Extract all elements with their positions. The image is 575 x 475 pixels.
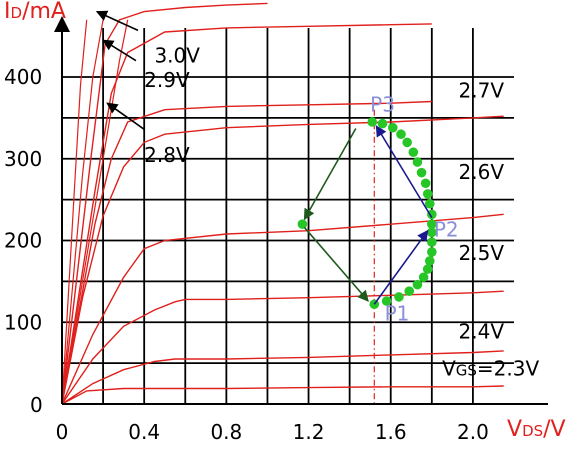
vgs-curve	[61, 23, 432, 405]
vgs-curve	[61, 115, 504, 405]
y-tick-label: 200	[4, 229, 42, 253]
y-tick-label: 400	[4, 65, 42, 89]
vgs-curve	[61, 385, 504, 405]
load-point	[408, 147, 419, 158]
curve-label: 3.0V	[154, 43, 200, 67]
extra-curve	[61, 19, 129, 405]
load-point	[427, 209, 437, 220]
load-point	[381, 296, 392, 306]
load-point	[427, 237, 437, 247]
y-tick-label: 0	[30, 393, 43, 417]
curve-label: 2.6V	[459, 160, 505, 184]
load-point	[424, 198, 435, 209]
vgs-curves	[61, 2, 504, 405]
load-point	[394, 292, 404, 302]
load-point	[412, 279, 423, 290]
curve-label: 2.9V	[144, 68, 190, 92]
extra-curves	[61, 19, 129, 405]
curve-label: VGS=2.3V	[442, 356, 539, 380]
y-axis-title: ID/mA	[4, 0, 66, 24]
arrow	[373, 229, 429, 305]
load-point	[396, 129, 406, 140]
y-tick-label: 300	[4, 147, 42, 171]
curve-label: 2.8V	[144, 143, 190, 167]
vgs-curve	[61, 290, 504, 405]
point-labels: P1 P2 P3	[370, 92, 458, 325]
extra-curve	[61, 19, 104, 405]
x-tick-label: 1.2	[293, 420, 325, 444]
arrow	[95, 10, 139, 32]
arrow	[303, 226, 369, 302]
load-point	[422, 189, 433, 199]
load-line-dots	[297, 117, 437, 310]
x-tick-label: 0.4	[128, 420, 160, 444]
x-tick-label: 0.8	[210, 420, 242, 444]
point-label: P3	[370, 92, 395, 116]
curve-label: 2.7V	[459, 78, 505, 102]
load-point	[427, 219, 437, 229]
arrow	[375, 125, 433, 219]
x-axis-title: VDS/V	[507, 417, 566, 442]
x-tick-label: 2.0	[457, 420, 489, 444]
point-label: P2	[434, 217, 459, 241]
load-point	[416, 167, 427, 178]
arrow	[102, 39, 137, 62]
load-point	[412, 157, 423, 167]
load-point	[367, 117, 378, 127]
extra-curve	[61, 19, 88, 405]
tick-labels: 0 0.4 0.8 1.2 1.6 2.0 0 100 200 300 400	[4, 65, 489, 444]
load-point	[424, 256, 435, 266]
load-point	[387, 122, 398, 133]
vgs-curve	[61, 213, 504, 405]
y-tick-label: 100	[4, 310, 42, 334]
point-label: P1	[385, 302, 410, 326]
load-point	[297, 219, 308, 229]
load-point	[427, 227, 437, 238]
arrow	[106, 102, 145, 130]
x-tick-label: 0	[56, 420, 69, 444]
vgs-curve	[61, 100, 432, 405]
load-point	[422, 264, 433, 274]
axes	[54, 16, 548, 405]
load-point	[404, 286, 415, 296]
vgs-curve	[61, 350, 504, 405]
x-tick-label: 1.6	[375, 420, 407, 444]
load-point	[420, 178, 431, 189]
curve-label: 2.4V	[459, 320, 505, 344]
load-point	[427, 247, 437, 257]
load-point	[402, 137, 412, 148]
load-point	[418, 272, 429, 283]
load-point	[377, 118, 388, 129]
grid	[62, 27, 514, 404]
arrow	[303, 128, 357, 221]
arrows	[95, 10, 433, 305]
curve-label: 2.5V	[459, 241, 505, 265]
vgs-curve	[61, 2, 268, 405]
curve-labels: VGS=2.3V 2.4V 2.5V 2.6V 2.7V 2.8V 2.9V3.0V	[144, 43, 539, 380]
